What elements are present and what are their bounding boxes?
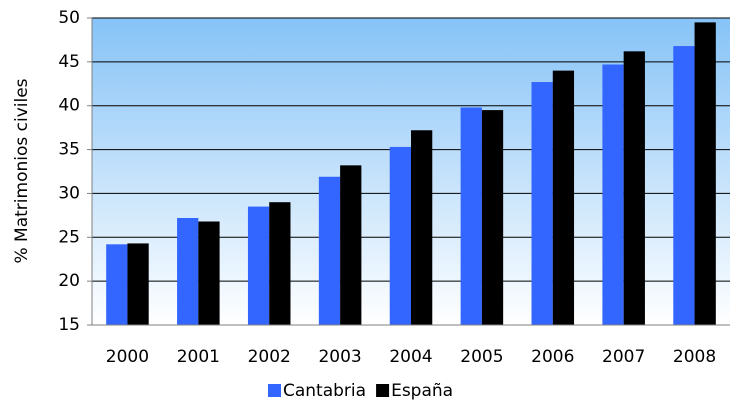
y-tick-label: 20 [58,271,80,291]
legend-label: España [391,381,453,401]
bar [411,130,433,325]
x-tick-label: 2002 [248,347,291,367]
bar [318,176,341,325]
x-tick-label: 2007 [602,347,645,367]
y-axis-label: % Matrimonios civiles [12,78,32,263]
bar [552,70,575,325]
bar [177,217,199,325]
bar [340,165,362,325]
x-tick-label: 2008 [673,347,716,367]
x-tick-label: 2000 [106,347,149,367]
bar [269,202,291,325]
y-tick-label: 15 [58,315,80,335]
y-tick-label: 50 [58,8,80,28]
bar [198,221,220,325]
legend-swatch [376,384,390,397]
bar [127,243,149,325]
y-tick-label: 25 [58,227,80,247]
y-tick-label: 40 [58,96,80,116]
bar [106,244,128,325]
bar [481,110,504,325]
y-tick-label: 45 [58,52,80,72]
bar [531,82,553,325]
legend-label: Cantabria [283,381,366,401]
x-tick-label: 2001 [177,347,220,367]
x-tick-label: 2004 [389,347,432,367]
x-tick-label: 2003 [318,347,361,367]
bar [460,107,482,326]
bar [389,146,411,325]
y-tick-label: 35 [58,140,80,160]
bar [694,22,716,326]
bar [247,206,270,325]
bar [673,46,695,325]
legend-swatch [268,384,281,397]
bar [602,64,624,325]
bar [623,51,645,326]
x-tick-label: 2005 [460,347,503,367]
x-tick-label: 2006 [531,347,574,367]
y-tick-label: 30 [58,183,80,203]
